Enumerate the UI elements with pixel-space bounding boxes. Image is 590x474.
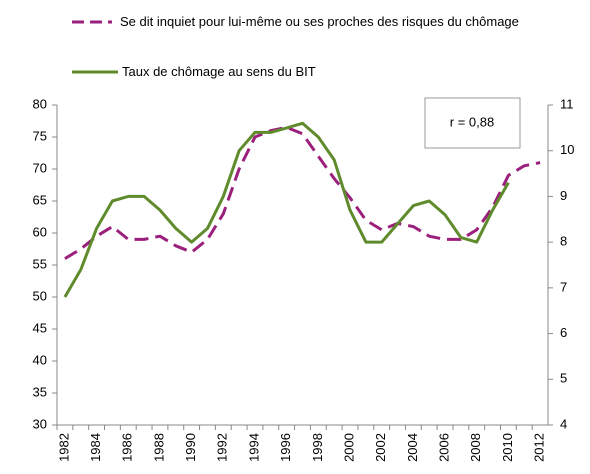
series-line (64, 125, 541, 260)
x-tick-label: 1984 (88, 433, 103, 462)
y-tick-label: 45 (33, 320, 47, 335)
x-tick-label: 1988 (151, 433, 166, 462)
legend-label: Taux de chômage au sens du BIT (122, 64, 316, 79)
x-tick-label: 1990 (183, 433, 198, 462)
x-tick-label: 1986 (120, 433, 135, 462)
y2-tick-label: 4 (560, 416, 567, 431)
y-tick-label: 80 (33, 96, 47, 111)
y2-tick-label: 6 (560, 325, 567, 340)
y2-tick-label: 11 (560, 96, 574, 111)
x-tick-label: 2004 (405, 433, 420, 462)
x-tick-label: 2002 (373, 433, 388, 462)
x-tick-label: 1982 (56, 433, 71, 462)
y-tick-label: 50 (33, 288, 47, 303)
y-tick-label: 55 (33, 256, 47, 271)
x-tick-label: 2012 (532, 433, 547, 462)
y-tick-label: 35 (33, 384, 47, 399)
y-tick-label: 65 (33, 192, 47, 207)
x-tick-label: 2008 (468, 433, 483, 462)
x-tick-label: 1992 (215, 433, 230, 462)
y-tick-label: 70 (33, 160, 47, 175)
y-tick-label: 60 (33, 224, 47, 239)
y2-tick-label: 5 (560, 371, 567, 386)
y-tick-label: 75 (33, 128, 47, 143)
annotation-box (424, 97, 521, 149)
series-line (63, 121, 510, 298)
y-tick-label: 40 (33, 352, 47, 367)
x-tick-label: 2000 (341, 433, 356, 462)
y2-tick-label: 7 (560, 279, 567, 294)
y-tick-label: 30 (33, 416, 47, 431)
x-tick-label: 1998 (310, 433, 325, 462)
x-tick-label: 1994 (246, 433, 261, 462)
x-tick-label: 2006 (436, 433, 451, 462)
y2-tick-label: 8 (560, 234, 567, 249)
legend-label: Se dit inquiet pour lui-même ou ses proc… (120, 14, 519, 29)
y2-tick-label: 10 (560, 142, 574, 157)
x-tick-label: 1996 (278, 433, 293, 462)
y2-tick-label: 9 (560, 188, 567, 203)
annotation: r = 0,88 (450, 114, 494, 129)
x-tick-label: 2010 (500, 433, 515, 462)
